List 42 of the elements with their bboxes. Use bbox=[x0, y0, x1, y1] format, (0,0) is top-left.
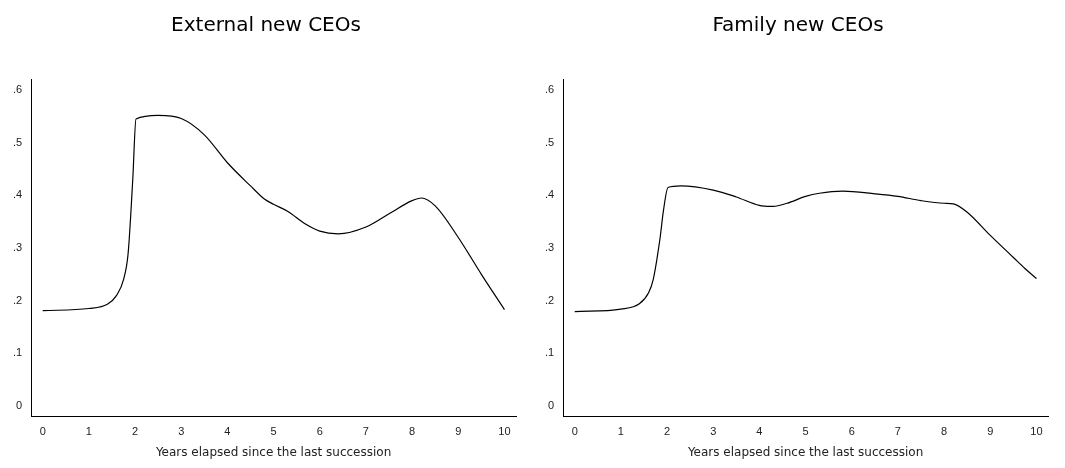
y-tick-label: .2 bbox=[544, 293, 555, 306]
x-tick-label: 1 bbox=[85, 425, 92, 438]
x-tick-label: 10 bbox=[498, 425, 511, 438]
x-tick-label: 8 bbox=[941, 425, 948, 438]
line-series bbox=[42, 114, 506, 312]
y-tick-label: .3 bbox=[12, 241, 23, 254]
x-tick-label: 6 bbox=[848, 425, 855, 438]
x-tick-label: 5 bbox=[802, 425, 809, 438]
x-tick-label: 8 bbox=[409, 425, 416, 438]
y-tick-label: .2 bbox=[12, 293, 23, 306]
y-tick-label: 0 bbox=[548, 398, 555, 411]
x-tick-label: 9 bbox=[455, 425, 462, 438]
chart-title: External new CEOs bbox=[170, 12, 362, 36]
y-tick-label: 0 bbox=[16, 398, 23, 411]
x-tick-label: 6 bbox=[316, 425, 323, 438]
y-tick-label: .4 bbox=[12, 188, 23, 201]
y-tick-label: .6 bbox=[544, 83, 555, 96]
x-tick-label: 5 bbox=[270, 425, 277, 438]
x-tick-label: 3 bbox=[178, 425, 185, 438]
line-series bbox=[574, 185, 1038, 313]
x-axis-title: Years elapsed since the last succession bbox=[686, 444, 924, 459]
y-tick-label: .6 bbox=[12, 83, 23, 96]
y-tick-label: .5 bbox=[544, 135, 555, 148]
x-axis-title: Years elapsed since the last succession bbox=[154, 444, 392, 459]
y-tick-label: .1 bbox=[12, 346, 23, 359]
x-tick-label: 7 bbox=[894, 425, 901, 438]
chart-title: Family new CEOs bbox=[711, 12, 885, 36]
x-tick-label: 1 bbox=[617, 425, 624, 438]
x-tick-label: 0 bbox=[39, 425, 46, 438]
x-tick-label: 0 bbox=[571, 425, 578, 438]
x-tick-label: 2 bbox=[664, 425, 671, 438]
x-tick-label: 4 bbox=[756, 425, 763, 438]
y-tick-label: .5 bbox=[12, 135, 23, 148]
y-tick-label: .4 bbox=[544, 188, 555, 201]
x-tick-label: 4 bbox=[224, 425, 231, 438]
x-tick-label: 10 bbox=[1030, 425, 1043, 438]
x-tick-label: 3 bbox=[710, 425, 717, 438]
y-tick-label: .3 bbox=[544, 241, 555, 254]
x-tick-label: 9 bbox=[987, 425, 994, 438]
x-tick-label: 7 bbox=[362, 425, 369, 438]
y-tick-label: .1 bbox=[544, 346, 555, 359]
x-tick-label: 2 bbox=[132, 425, 139, 438]
